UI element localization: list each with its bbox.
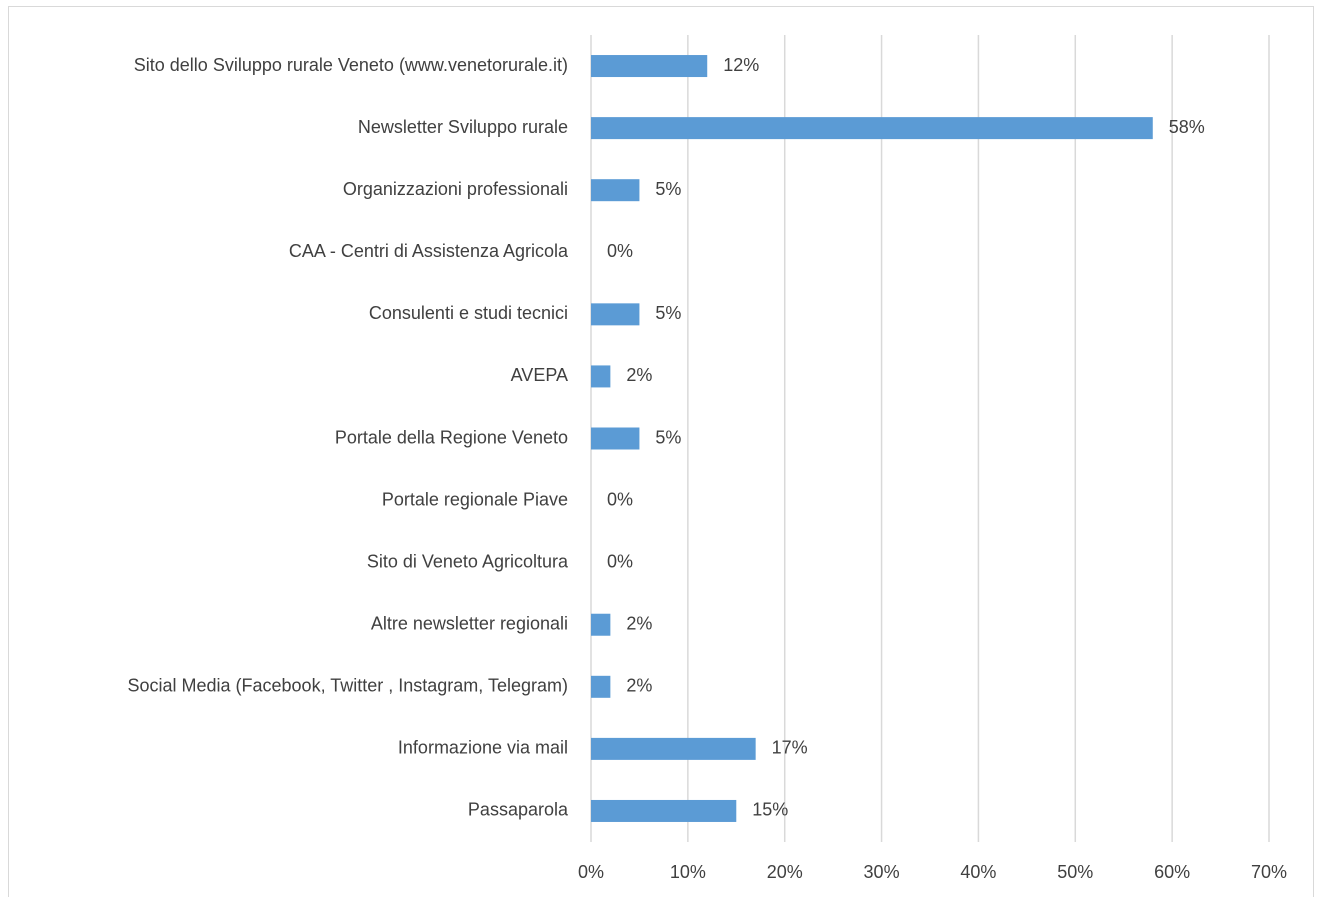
data-label: 0% xyxy=(607,241,633,261)
bar xyxy=(591,737,756,760)
y-tick-label: Sito dello Sviluppo rurale Veneto (www.v… xyxy=(134,55,568,75)
x-tick-label: 20% xyxy=(767,862,803,882)
bar xyxy=(591,675,611,698)
data-label: 15% xyxy=(752,800,788,820)
y-tick-label: Passaparola xyxy=(468,800,569,820)
y-tick-label: CAA - Centri di Assistenza Agricola xyxy=(289,241,569,261)
data-label: 58% xyxy=(1169,117,1205,137)
x-tick-label: 70% xyxy=(1251,862,1287,882)
bar xyxy=(591,179,640,202)
y-tick-label: Sito di Veneto Agricoltura xyxy=(367,551,569,571)
data-label: 0% xyxy=(607,489,633,509)
bar xyxy=(591,365,611,388)
data-label: 5% xyxy=(655,303,681,323)
data-label: 5% xyxy=(655,427,681,447)
bar xyxy=(591,799,737,822)
y-tick-label: AVEPA xyxy=(511,365,568,385)
bar xyxy=(591,55,708,78)
y-tick-label: Altre newsletter regionali xyxy=(371,613,568,633)
y-tick-label: Consulenti e studi tecnici xyxy=(369,303,568,323)
data-label: 17% xyxy=(772,738,808,758)
x-tick-label: 10% xyxy=(670,862,706,882)
x-tick-label: 40% xyxy=(960,862,996,882)
data-label: 2% xyxy=(626,365,652,385)
bar xyxy=(591,303,640,326)
y-tick-label: Informazione via mail xyxy=(398,738,568,758)
y-tick-label: Social Media (Facebook, Twitter , Instag… xyxy=(127,676,568,696)
bar xyxy=(591,613,611,636)
data-label: 12% xyxy=(723,55,759,75)
y-tick-label: Newsletter Sviluppo rurale xyxy=(358,117,568,137)
data-label: 2% xyxy=(626,613,652,633)
x-tick-label: 60% xyxy=(1154,862,1190,882)
data-label: 2% xyxy=(626,676,652,696)
y-tick-label: Portale della Regione Veneto xyxy=(335,427,568,447)
chart-frame xyxy=(8,6,1314,897)
data-label: 0% xyxy=(607,551,633,571)
bar xyxy=(591,427,640,450)
x-tick-label: 0% xyxy=(578,862,604,882)
data-label: 5% xyxy=(655,179,681,199)
y-tick-label: Portale regionale Piave xyxy=(382,489,568,509)
y-tick-label: Organizzazioni professionali xyxy=(343,179,568,199)
x-tick-label: 50% xyxy=(1057,862,1093,882)
x-tick-label: 30% xyxy=(864,862,900,882)
bar xyxy=(591,117,1153,140)
